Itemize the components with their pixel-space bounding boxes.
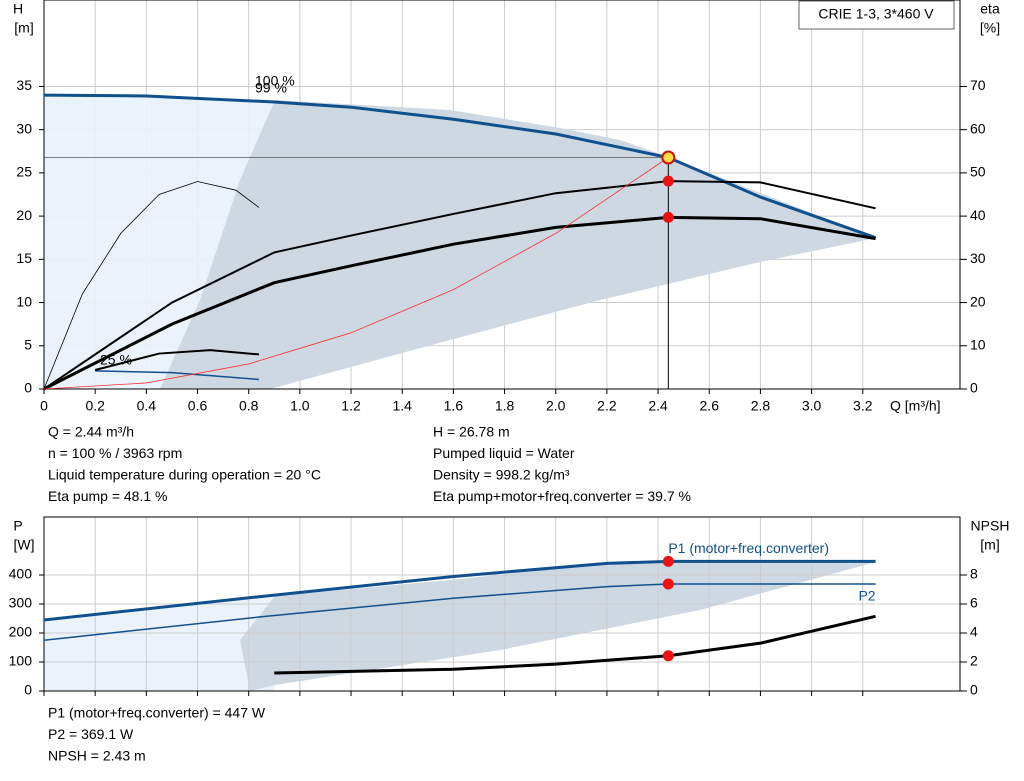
y-tick-label: 0 (24, 380, 32, 396)
y2-tick-label: 4 (970, 624, 978, 640)
y2-tick-label: 40 (970, 207, 986, 223)
series-line (95, 370, 259, 381)
series-line (43, 180, 876, 390)
series-label: P2 (858, 588, 875, 604)
x-tick-label: 0 (40, 398, 48, 414)
duty-point (662, 211, 674, 223)
annotation: 100 % (255, 73, 295, 89)
y-tick-label: 25 (16, 164, 32, 180)
y-tick-label: 0 (24, 682, 32, 698)
range-grey (160, 100, 876, 389)
y2-tick-label: 50 (970, 164, 986, 180)
info-line: P2 = 369.1 W (48, 726, 134, 742)
info-line: Eta pump = 48.1 % (48, 488, 167, 504)
range-grey-lower (240, 562, 876, 691)
info-line: Pumped liquid = Water (433, 445, 575, 461)
x-axis-label: Q [m³/h] (890, 398, 941, 414)
y-axis-label: P (13, 518, 22, 534)
series-line (43, 181, 260, 390)
y2-tick-label: 70 (970, 77, 986, 93)
annotation: 99 % (255, 80, 287, 96)
y2-axis-unit: [%] (980, 20, 1000, 36)
series-line (43, 157, 669, 390)
info-line: Liquid temperature during operation = 20… (48, 467, 321, 483)
y2-axis-unit: [m] (980, 537, 999, 553)
series-label: P1 (motor+freq.converter) (668, 540, 829, 556)
x-tick-label: 0.6 (188, 398, 208, 414)
x-tick-label: 1.6 (444, 398, 464, 414)
y2-tick-label: 0 (970, 380, 978, 396)
x-tick-label: 0.2 (85, 398, 105, 414)
y-tick-label: 10 (16, 293, 32, 309)
series-line (43, 93, 877, 240)
chart-title: CRIE 1-3, 3*460 V (818, 6, 934, 22)
y-axis-unit: [m] (14, 20, 33, 36)
y-tick-label: 5 (24, 336, 32, 352)
x-tick-label: 1.2 (341, 398, 361, 414)
x-tick-label: 2.0 (546, 398, 566, 414)
series-line (43, 583, 876, 641)
x-tick-label: 1.8 (495, 398, 515, 414)
info-line: P1 (motor+freq.converter) = 447 W (48, 705, 266, 721)
y2-tick-label: 60 (970, 120, 986, 136)
y2-tick-label: 30 (970, 250, 986, 266)
series-line (94, 349, 260, 371)
info-line: H = 26.78 m (433, 424, 510, 440)
y-tick-label: 15 (16, 250, 32, 266)
x-tick-label: 0.8 (239, 398, 259, 414)
x-tick-label: 2.2 (597, 398, 617, 414)
duty-point (661, 150, 676, 165)
y2-tick-label: 6 (970, 595, 978, 611)
y2-tick-label: 20 (970, 293, 986, 309)
x-tick-label: 1.4 (392, 398, 412, 414)
info-line: NPSH = 2.43 m (48, 748, 146, 764)
info-line: Density = 998.2 kg/m³ (433, 467, 570, 483)
plot-frame (43, 0, 961, 390)
x-tick-label: 2.4 (648, 398, 668, 414)
y-tick-label: 20 (16, 207, 32, 223)
series-line (43, 559, 876, 622)
y-axis-label: H (13, 1, 23, 17)
y-tick-label: 300 (9, 595, 33, 611)
axes: 0 0.2 0.4 0.6 0.8 1.0 1.2 1.4 1.6 1.8 2.0 2.2 2.4 2.6… (9, 0, 1010, 698)
y2-tick-label: 8 (970, 566, 978, 582)
series-line (43, 215, 876, 391)
info-line: Eta pump+motor+freq.converter = 39.7 % (433, 488, 691, 504)
duty-point (662, 650, 674, 662)
y-tick-label: 400 (9, 566, 33, 582)
x-tick-label: 2.6 (700, 398, 720, 414)
y-tick-label: 35 (16, 77, 32, 93)
y-tick-label: 200 (9, 624, 33, 640)
duty-point (662, 555, 674, 567)
y2-tick-label: 10 (970, 336, 986, 352)
range-light-lower (44, 596, 275, 691)
info-line: Q = 2.44 m³/h (48, 424, 134, 440)
y-tick-label: 30 (16, 120, 32, 136)
x-tick-label: 0.4 (137, 398, 157, 414)
x-tick-label: 3.2 (853, 398, 873, 414)
y2-axis-label: eta (980, 1, 1000, 17)
info-line: n = 100 % / 3963 rpm (48, 445, 182, 461)
x-tick-label: 3.0 (802, 398, 822, 414)
y2-tick-label: 0 (970, 682, 978, 698)
y2-tick-label: 2 (970, 653, 978, 669)
duty-point (662, 175, 674, 187)
x-tick-label: 1.0 (290, 398, 310, 414)
title-box (798, 0, 955, 30)
y2-axis-label: NPSH (971, 518, 1010, 534)
y-tick-label: 100 (9, 653, 33, 669)
x-tick-label: 2.8 (751, 398, 771, 414)
duty-point (662, 578, 674, 590)
series-line (274, 614, 876, 675)
y-axis-unit: [W] (14, 537, 35, 553)
